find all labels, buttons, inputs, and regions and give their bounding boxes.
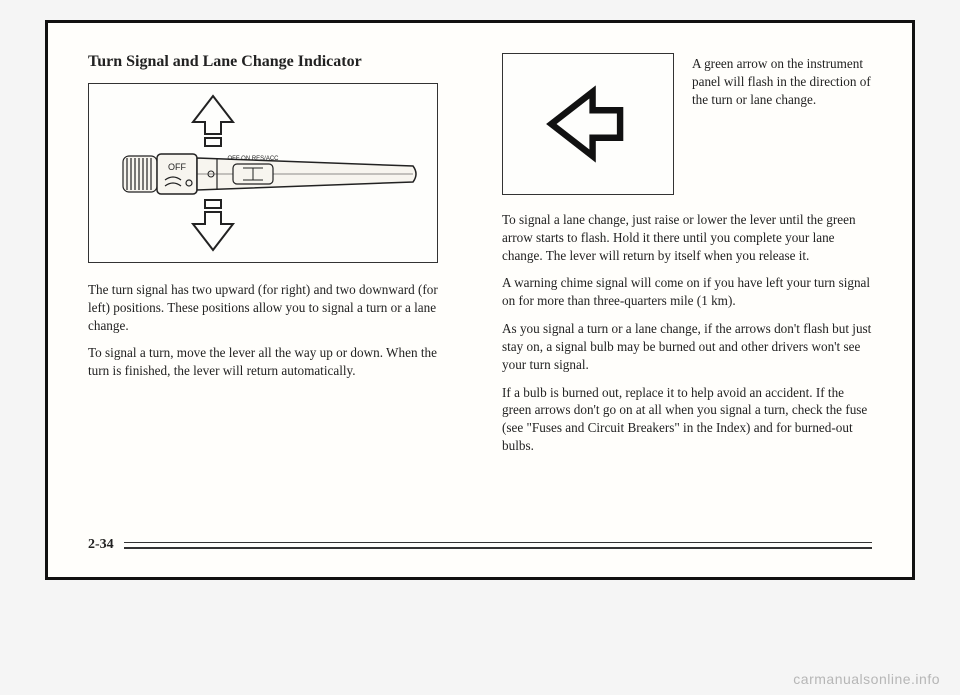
right-paragraph-3: As you signal a turn or a lane change, i… [502,320,872,373]
arrow-caption: A green arrow on the instrument panel wi… [692,53,872,195]
right-paragraph-1: To signal a lane change, just raise or l… [502,211,872,264]
left-paragraph-1: The turn signal has two upward (for righ… [88,281,458,334]
right-paragraph-4: If a bulb is burned out, replace it to h… [502,384,872,455]
right-paragraph-2: A warning chime signal will come on if y… [502,274,872,310]
manual-page: Turn Signal and Lane Change Indicator [45,20,915,580]
watermark-text: carmanualsonline.info [793,671,940,687]
lever-cruise-label: OFF ON RES/ACC [227,156,279,162]
lever-off-label: OFF [168,162,186,172]
left-column: Turn Signal and Lane Change Indicator [88,53,458,513]
left-arrow-icon [533,74,643,174]
two-column-layout: Turn Signal and Lane Change Indicator [88,53,872,513]
arrow-caption-row: A green arrow on the instrument panel wi… [502,53,872,195]
page-number: 2-34 [88,537,114,553]
footer-rule [124,542,872,549]
right-column: A green arrow on the instrument panel wi… [502,53,872,513]
lever-illustration-icon: OFF OFF ON RES/ACC [93,88,433,258]
section-title: Turn Signal and Lane Change Indicator [88,53,458,71]
left-paragraph-2: To signal a turn, move the lever all the… [88,344,458,380]
page-footer: 2-34 [88,537,872,553]
indicator-arrow-figure [502,53,674,195]
turn-signal-lever-figure: OFF OFF ON RES/ACC [88,83,438,263]
